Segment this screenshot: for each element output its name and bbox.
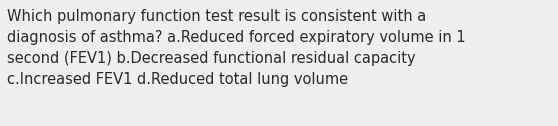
Text: Which pulmonary function test result is consistent with a
diagnosis of asthma? a: Which pulmonary function test result is … (7, 9, 466, 87)
